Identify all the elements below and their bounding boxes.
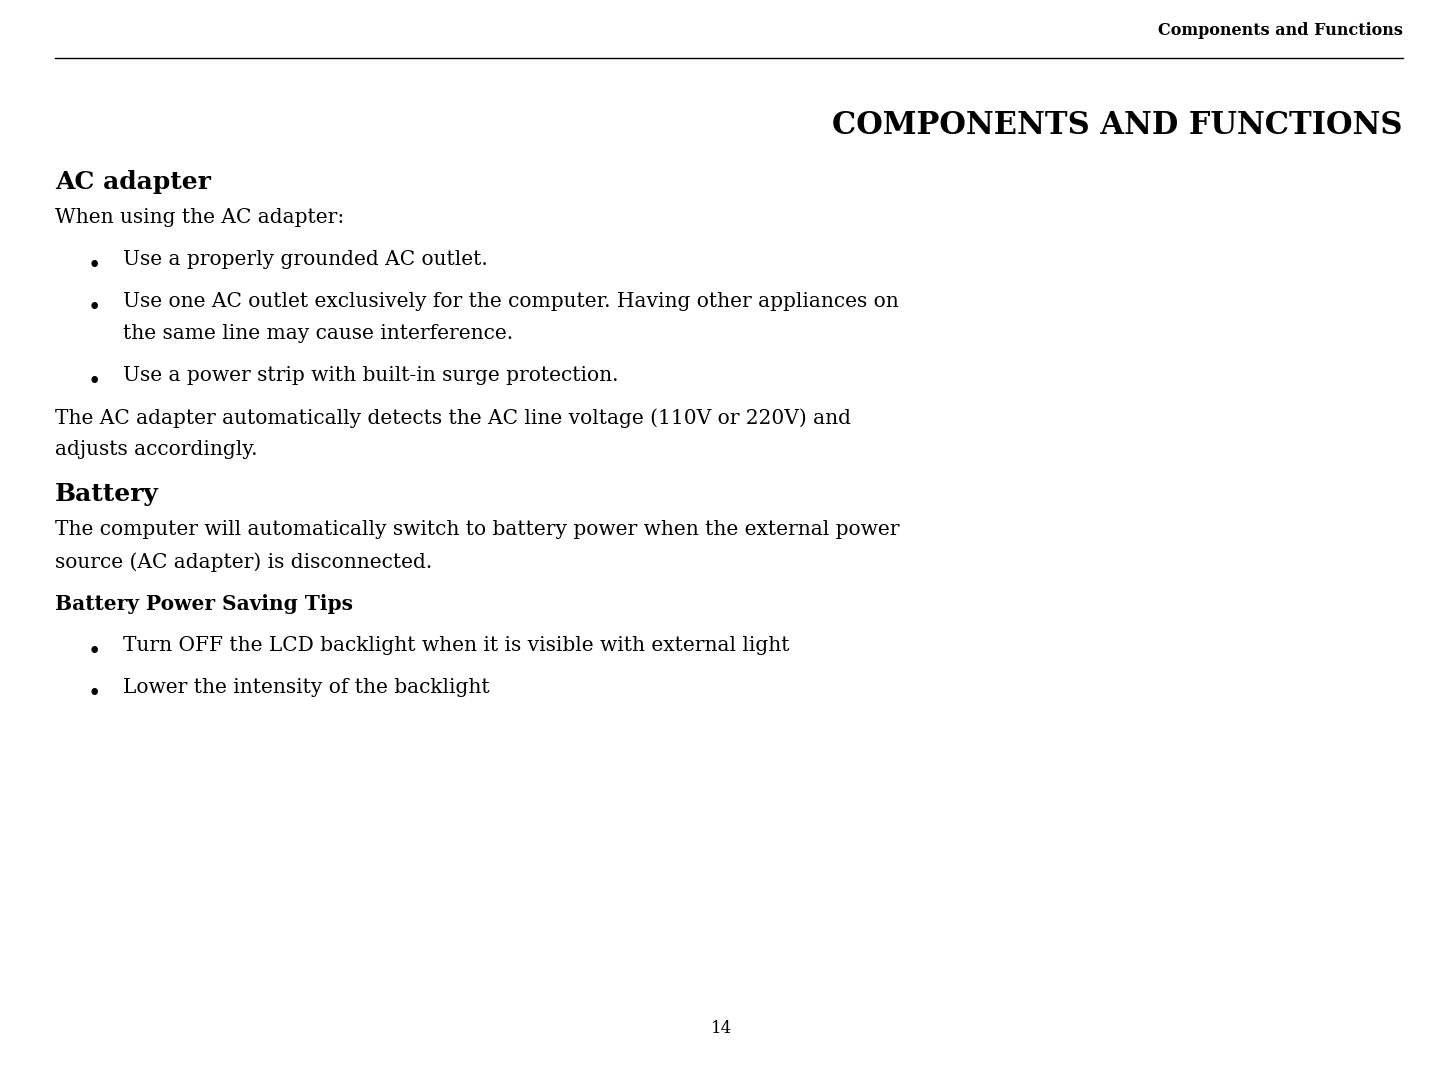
Text: adjusts accordingly.: adjusts accordingly.: [55, 440, 257, 459]
Text: Battery Power Saving Tips: Battery Power Saving Tips: [55, 594, 354, 615]
Text: Use a power strip with built-in surge protection.: Use a power strip with built-in surge pr…: [123, 366, 618, 386]
Text: Components and Functions: Components and Functions: [1157, 22, 1403, 39]
Text: source (AC adapter) is disconnected.: source (AC adapter) is disconnected.: [55, 552, 431, 572]
Text: Turn OFF the LCD backlight when it is visible with external light: Turn OFF the LCD backlight when it is vi…: [123, 636, 789, 655]
Text: Use a properly grounded AC outlet.: Use a properly grounded AC outlet.: [123, 250, 488, 269]
Text: •: •: [88, 683, 101, 705]
Text: •: •: [88, 641, 101, 663]
Text: The AC adapter automatically detects the AC line voltage (110V or 220V) and: The AC adapter automatically detects the…: [55, 408, 851, 428]
Text: COMPONENTS AND FUNCTIONS: COMPONENTS AND FUNCTIONS: [833, 110, 1403, 141]
Text: •: •: [88, 255, 101, 277]
Text: •: •: [88, 297, 101, 320]
Text: The computer will automatically switch to battery power when the external power: The computer will automatically switch t…: [55, 520, 899, 539]
Text: the same line may cause interference.: the same line may cause interference.: [123, 324, 512, 343]
Text: Use one AC outlet exclusively for the computer. Having other appliances on: Use one AC outlet exclusively for the co…: [123, 292, 899, 311]
Text: 14: 14: [711, 1020, 732, 1037]
Text: AC adapter: AC adapter: [55, 170, 211, 194]
Text: •: •: [88, 371, 101, 393]
Text: Lower the intensity of the backlight: Lower the intensity of the backlight: [123, 678, 489, 697]
Text: When using the AC adapter:: When using the AC adapter:: [55, 208, 343, 227]
Text: Battery: Battery: [55, 482, 159, 506]
